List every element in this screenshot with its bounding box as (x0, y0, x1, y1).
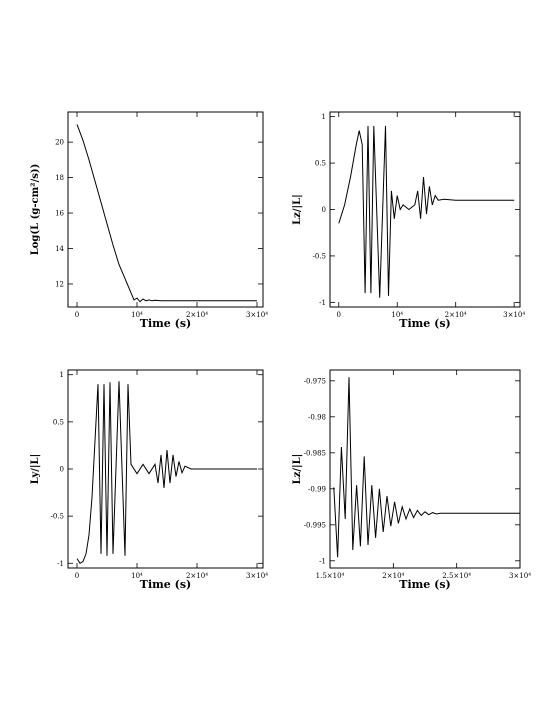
y-tick-label: -0.99 (308, 485, 326, 493)
y-tick-label: 0.5 (53, 418, 64, 426)
y-tick-label: -0.975 (304, 377, 326, 385)
plot-frame (67, 111, 264, 308)
y-tick-label: 12 (55, 280, 64, 288)
x-tick-label: 10⁴ (131, 572, 143, 580)
y-tick-label: -0.985 (304, 449, 326, 457)
x-tick-label: 3×10⁴ (246, 572, 268, 580)
series-line (338, 125, 515, 298)
x-axis-label: Time (s) (399, 578, 450, 591)
x-tick-label: 3×10⁴ (503, 311, 525, 319)
series-line (76, 124, 257, 303)
y-tick-label: 1 (60, 371, 64, 379)
series-line (333, 377, 520, 558)
x-tick-label: 10⁴ (391, 311, 403, 319)
x-tick-label: 2×10⁴ (186, 572, 208, 580)
y-tick-label: 20 (55, 139, 64, 147)
y-tick-label: -0.5 (51, 513, 65, 521)
y-tick-label: 18 (55, 174, 64, 182)
chart-panel-3: 0 10⁴ 2×10⁴ 3×10⁴ -1 -0.5 0 0.5 1 Time (s) Ly/|L| (30, 369, 268, 591)
chart-panel-1: 0 10⁴ 2×10⁴ 3×10⁴ 12 14 16 18 20 Time (s) Log(L (g… (30, 111, 268, 330)
y-tick-label: -0.98 (308, 413, 326, 421)
y-axis-label: Ly/|L| (30, 454, 41, 484)
y-tick-label: -1 (319, 299, 326, 307)
x-axis-label: Time (s) (140, 317, 191, 330)
y-tick-label: -0.5 (313, 252, 327, 260)
y-tick-label: 16 (55, 210, 64, 218)
x-tick-label: 2.5×10⁴ (442, 572, 471, 580)
y-tick-label: 0 (322, 206, 326, 214)
y-axis-label: Log(L (g-cm²/s)) (30, 164, 41, 256)
y-tick-label: 1 (322, 113, 326, 121)
x-tick-label: 0 (75, 572, 79, 580)
x-tick-label: 0 (75, 311, 79, 319)
x-axis-label: Time (s) (399, 317, 450, 330)
x-tick-label: 3×10⁴ (509, 572, 531, 580)
y-tick-label: 14 (55, 245, 64, 253)
y-tick-label: -0.995 (304, 521, 326, 529)
y-tick-label: 0.5 (315, 160, 326, 168)
x-tick-label: 1.5×10⁴ (316, 572, 345, 580)
plot-frame (329, 111, 521, 308)
y-tick-label: 0 (60, 466, 64, 474)
plot-frame (329, 369, 521, 569)
chart-panel-2: 0 10⁴ 2×10⁴ 3×10⁴ -1 -0.5 0 0.5 1 Time (s) Lz/|L| (292, 111, 525, 330)
x-tick-label: 2×10⁴ (382, 572, 404, 580)
x-tick-label: 0 (337, 311, 341, 319)
x-tick-label: 2×10⁴ (445, 311, 467, 319)
y-tick-label: -1 (319, 557, 326, 565)
y-tick-label: -1 (57, 560, 64, 568)
chart-panel-4: 1.5×10⁴ 2×10⁴ 2.5×10⁴ 3×10⁴ -1 -0.995 -0.99 -0.… (292, 369, 531, 591)
x-tick-label: 2×10⁴ (186, 311, 208, 319)
y-axis-label: Lz/|L| (292, 454, 303, 485)
x-axis-label: Time (s) (140, 578, 191, 591)
y-axis-label: Lz/|L| (292, 194, 303, 225)
series-line (76, 381, 257, 564)
x-tick-label: 10⁴ (131, 311, 143, 319)
x-tick-label: 3×10⁴ (246, 311, 268, 319)
